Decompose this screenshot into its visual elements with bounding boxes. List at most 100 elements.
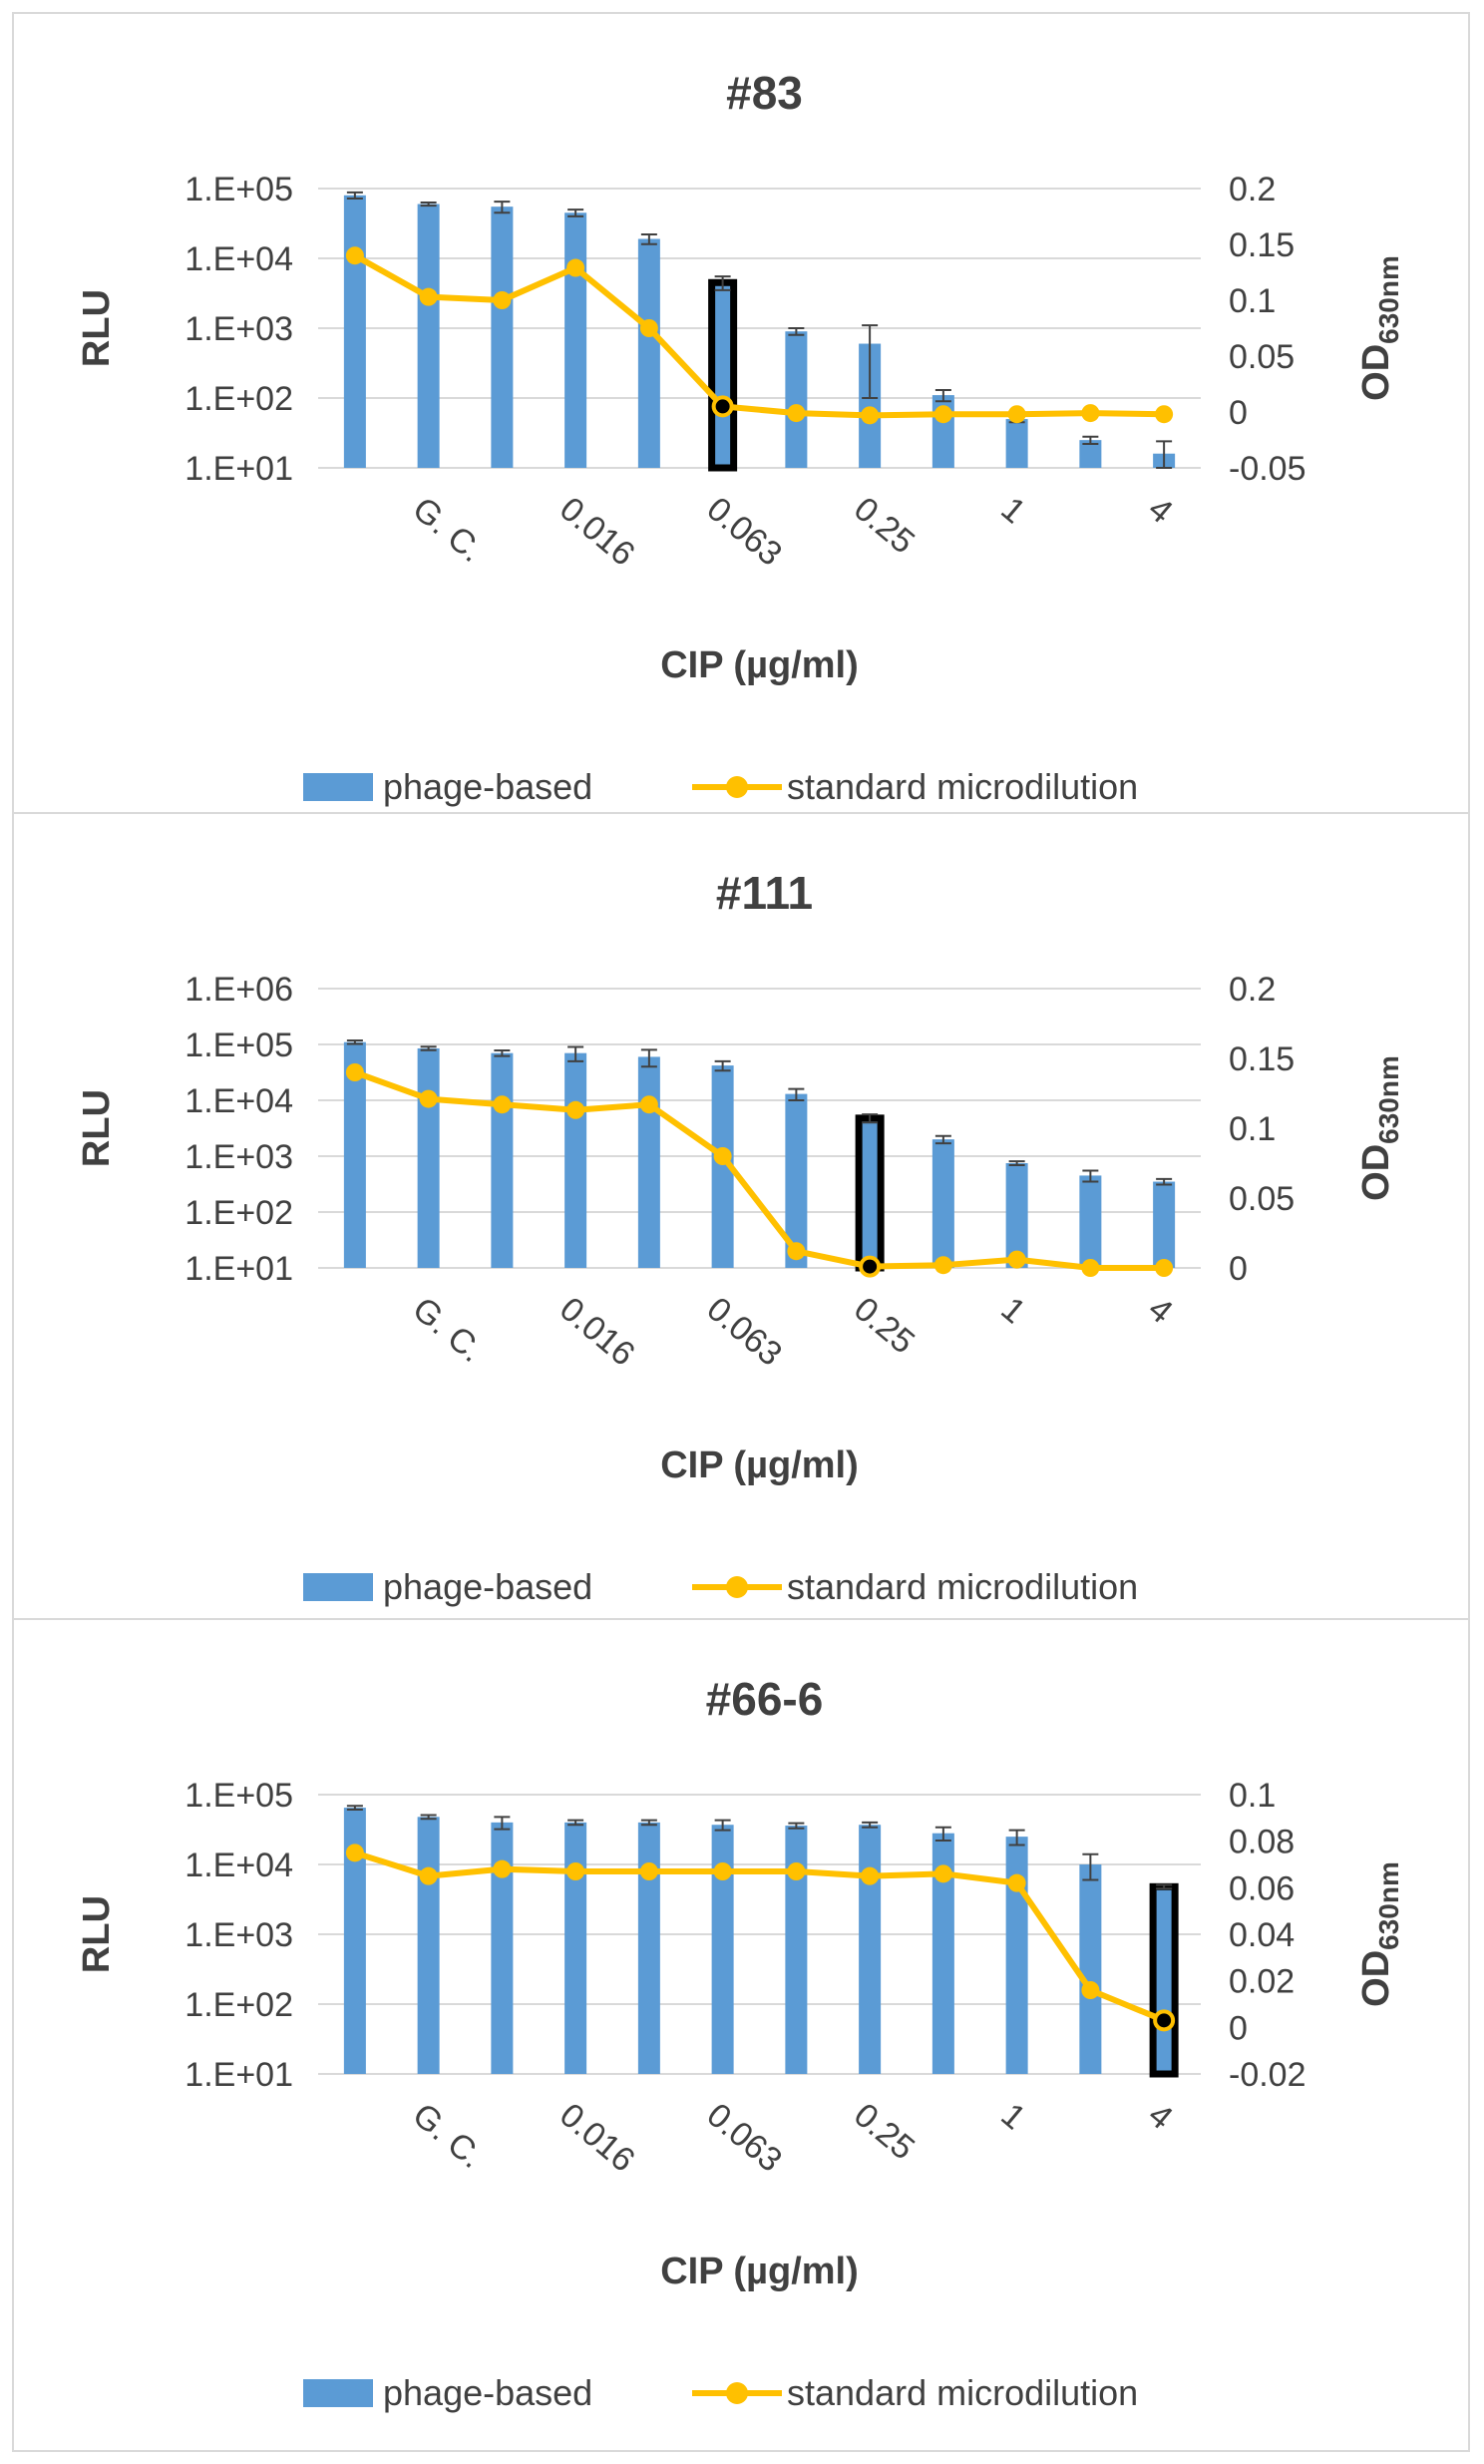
y2-tick-label: 0.05 [1229, 1180, 1295, 1218]
legend-label-phage-based: phage-based [383, 766, 592, 807]
bar [638, 1056, 660, 1268]
series-line [355, 1072, 1164, 1268]
y2-tick-label: -0.05 [1229, 450, 1306, 488]
line-point [566, 1862, 584, 1880]
series-line [355, 255, 1164, 415]
bar [564, 1053, 586, 1268]
y2-tick-label: 0 [1229, 1250, 1248, 1288]
y2-axis-title: OD630nm [1355, 1055, 1404, 1201]
bar [932, 1139, 954, 1268]
line-point [787, 1242, 805, 1260]
x-tick-label: 0.016 [553, 490, 642, 574]
bar [1079, 1864, 1101, 2074]
legend-label-phage-based: phage-based [383, 1566, 592, 1607]
legend-swatch-bar [303, 1573, 373, 1601]
line-point [493, 1095, 511, 1113]
y-tick-label: 1.E+01 [185, 2056, 293, 2094]
bar [418, 205, 440, 468]
line-point [346, 1063, 364, 1081]
line-point [566, 1101, 584, 1119]
line-point [1081, 1981, 1099, 1999]
line-point [1081, 404, 1099, 422]
line-point [1155, 1259, 1173, 1277]
bar [564, 212, 586, 468]
bar [638, 1823, 660, 2074]
line-point [420, 1867, 438, 1885]
line-point [420, 288, 438, 306]
chart-title: #83 [726, 67, 803, 119]
line-point [934, 1256, 952, 1274]
legend-label-standard-microdilution: standard microdilution [787, 766, 1138, 807]
highlighted-bar [1153, 1886, 1175, 2074]
y-tick-label: 1.E+04 [185, 240, 293, 278]
y-axis-title: RLU [76, 1895, 118, 1973]
y2-tick-label: 0.1 [1229, 1777, 1276, 1815]
y2-axis-title-subscript: 630nm [1373, 255, 1404, 344]
chart-panel-66-6: #66-6 1.E+01 1.E+02 1.E+03 1.E+04 1.E+05 -0.02… [12, 1618, 1470, 2452]
y2-tick-label: 0.05 [1229, 338, 1295, 376]
y-tick-label: 1.E+05 [185, 171, 293, 208]
bar [491, 206, 513, 468]
line-point [566, 259, 584, 277]
y-axis-title: RLU [76, 289, 118, 367]
y-tick-label: 1.E+04 [185, 1082, 293, 1120]
bar [785, 331, 807, 468]
chart-title: #111 [716, 867, 813, 919]
y2-tick-label: 0.02 [1229, 1963, 1295, 2001]
line-point [934, 405, 952, 423]
y-tick-label: 1.E+02 [185, 1986, 293, 2024]
line-point [861, 1867, 879, 1885]
y-axis-title: RLU [76, 1089, 118, 1167]
chart-panel-83: #83 1.E+01 1.E+02 1.E+03 1.E+04 1.E+05 -0.05 0 0… [12, 12, 1470, 814]
y2-tick-label: 0.1 [1229, 282, 1276, 320]
y2-axis-title: OD630nm [1355, 255, 1404, 401]
highlighted-bar [859, 1118, 881, 1268]
y2-axis-title-subscript: 630nm [1373, 1861, 1404, 1950]
x-tick-label: G. C. [405, 490, 490, 570]
y-tick-label: 1.E+02 [185, 380, 293, 418]
legend-label-standard-microdilution: standard microdilution [787, 1566, 1138, 1607]
x-tick-label: 0.016 [553, 2096, 642, 2180]
line-point [346, 1844, 364, 1861]
y2-tick-label: 0.1 [1229, 1110, 1276, 1148]
line-point [493, 291, 511, 309]
x-tick-label: 4 [1141, 490, 1180, 531]
highlighted-bar [712, 282, 734, 468]
x-tick-label: 4 [1141, 1290, 1180, 1331]
line-point [493, 1860, 511, 1878]
x-tick-label: 0.016 [553, 1290, 642, 1374]
legend-swatch-bar [303, 773, 373, 801]
line-point [346, 246, 364, 264]
x-tick-label: 1 [993, 2096, 1032, 2137]
bar [1079, 1175, 1101, 1268]
bar [1006, 1837, 1028, 2074]
chart-svg-83: #83 1.E+01 1.E+02 1.E+03 1.E+04 1.E+05 -0.05 0 0… [14, 14, 1472, 832]
y2-tick-label: 0.04 [1229, 1916, 1295, 1954]
x-tick-label: G. C. [405, 1290, 490, 1370]
y2-tick-label: 0 [1229, 394, 1248, 432]
y2-tick-label: 0.06 [1229, 1869, 1295, 1907]
y2-tick-label: 0.15 [1229, 226, 1295, 264]
legend-swatch-bar [303, 2379, 373, 2407]
y2-tick-label: 0.08 [1229, 1824, 1295, 1861]
line-point [640, 1862, 658, 1880]
y2-tick-label: 0.2 [1229, 971, 1276, 1009]
line-point [1008, 405, 1026, 423]
line-point [787, 1862, 805, 1880]
line-point [1081, 1259, 1099, 1277]
y-tick-label: 1.E+05 [185, 1027, 293, 1064]
y2-tick-label: 0.15 [1229, 1040, 1295, 1078]
bar [418, 1817, 440, 2074]
line-point [1155, 405, 1173, 423]
legend-swatch-marker [726, 1576, 748, 1598]
line-point [640, 319, 658, 337]
chart-panel-111: #111 1.E+01 1.E+02 1.E+03 1.E+04 1.E+05 1.E+06… [12, 812, 1470, 1620]
y2-axis-title-main: OD [1355, 344, 1397, 401]
y-tick-label: 1.E+05 [185, 1777, 293, 1815]
x-tick-label: 0.063 [699, 490, 789, 574]
y2-tick-label: -0.02 [1229, 2056, 1306, 2094]
y2-tick-label: 0.2 [1229, 171, 1276, 208]
line-point [934, 1864, 952, 1882]
x-axis-title: CIP (µg/ml) [660, 644, 859, 686]
line-point [1155, 2011, 1173, 2029]
